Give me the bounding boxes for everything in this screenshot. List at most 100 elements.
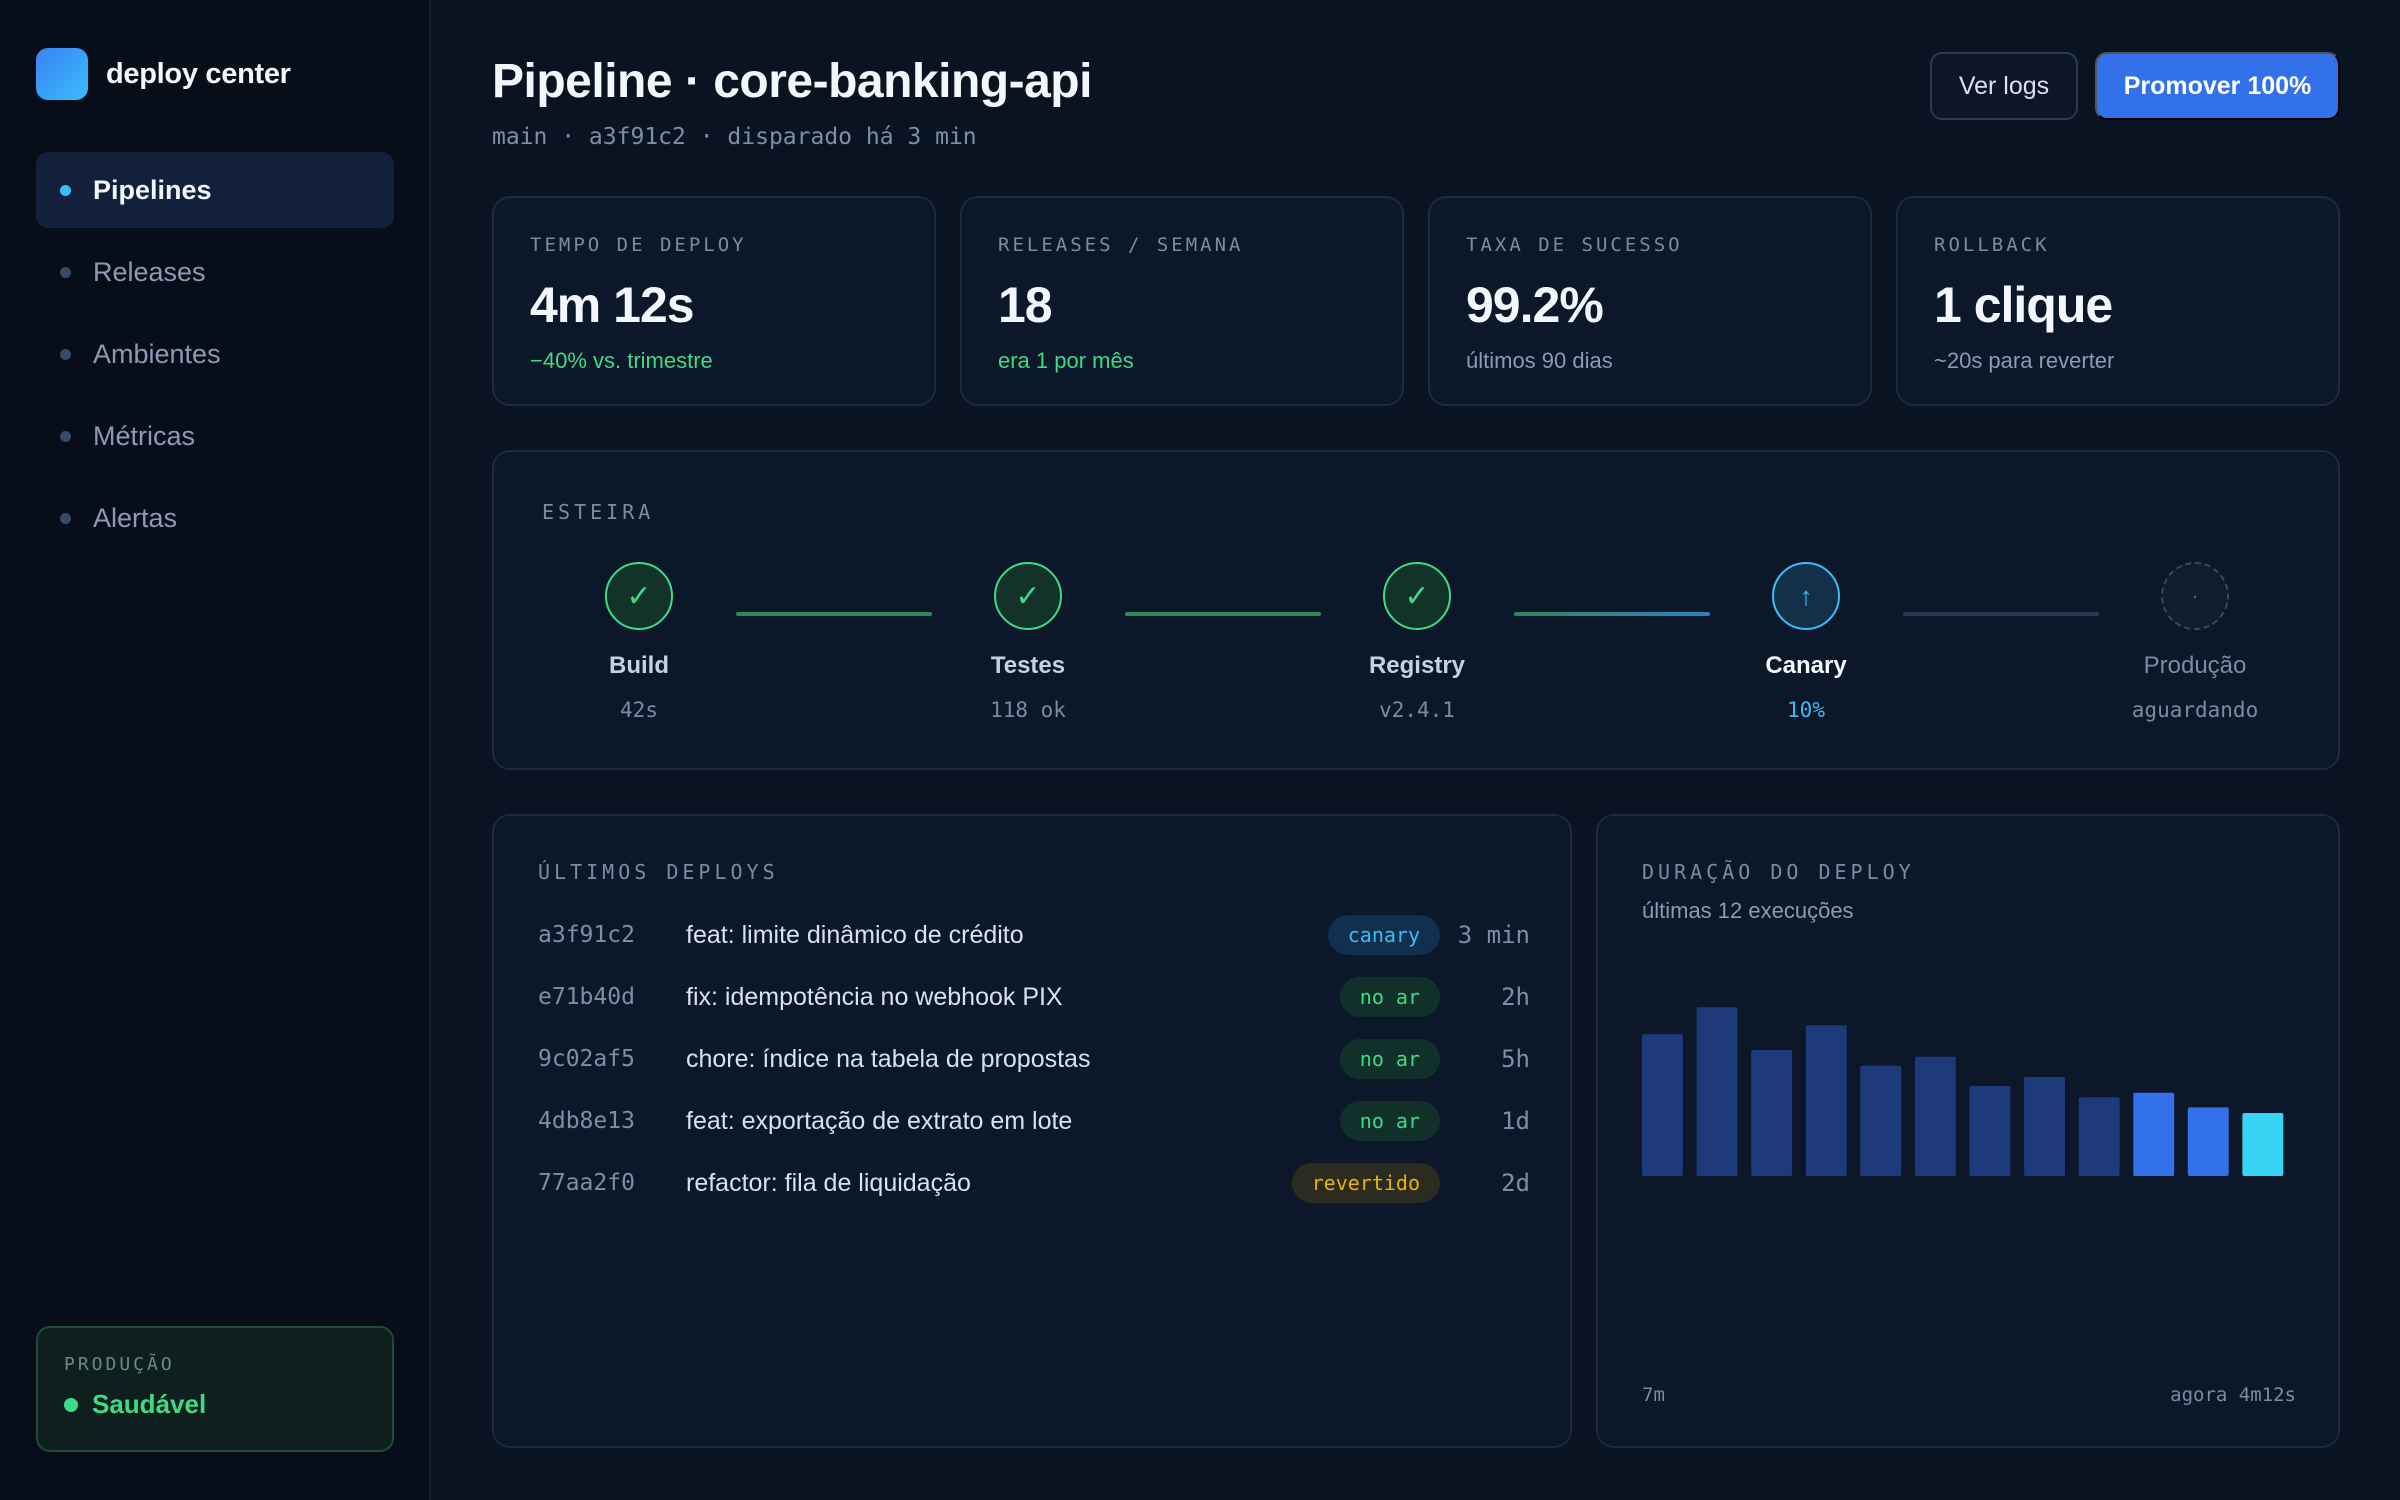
status-badge: no ar (1339, 1039, 1440, 1079)
deploy-list: a3f91c2 feat: limite dinâmico de crédito… (538, 904, 1530, 1214)
status-badge: canary (1327, 915, 1440, 955)
deploy-time: 2h (1501, 983, 1530, 1011)
kpi-card-rollback: ROLLBACK 1 clique ~20s para reverter (1896, 196, 2340, 406)
duration-bar (1914, 1056, 1956, 1176)
stage-detail: v2.4.1 (1379, 698, 1455, 722)
check-icon: ✓ (994, 562, 1062, 630)
card-label: DURAÇÃO DO DEPLOY (1642, 860, 1915, 884)
sidebar: deploy center Pipelines Releases Ambient… (0, 0, 431, 1500)
sidebar-item-label: Ambientes (93, 338, 221, 369)
x-axis-start-label: 7m (1642, 1384, 1665, 1406)
sidebar-item-releases[interactable]: Releases (36, 234, 394, 310)
duration-bar-chart (1642, 1007, 2284, 1176)
commit-hash: a3f91c2 (538, 922, 635, 948)
duration-bar (2187, 1107, 2229, 1176)
deploy-row[interactable]: 77aa2f0 refactor: fila de liquidação rev… (538, 1152, 1530, 1214)
stage-testes[interactable]: ✓ Testes 118 ok (928, 562, 1128, 722)
duration-bar (2024, 1077, 2065, 1176)
commit-hash: 9c02af5 (538, 1046, 635, 1072)
pipeline-label: ESTEIRA (542, 500, 655, 524)
stage-detail: 42s (620, 698, 658, 722)
sidebar-item-metricas[interactable]: Métricas (36, 398, 394, 474)
stage-canary[interactable]: ↑ Canary 10% (1706, 562, 1906, 722)
commit-message: feat: exportação de extrato em lote (686, 1106, 1073, 1135)
kpi-value: 4m 12s (530, 277, 695, 333)
deploy-row[interactable]: 9c02af5 chore: índice na tabela de propo… (538, 1028, 1530, 1090)
duration-bar (1805, 1025, 1847, 1176)
kpi-card-releases: RELEASES / SEMANA 18 era 1 por mês (960, 196, 1404, 406)
commit-message: chore: índice na tabela de propostas (686, 1044, 1091, 1073)
kpi-label: RELEASES / SEMANA (998, 234, 1244, 256)
stage-name: Canary (1765, 652, 1847, 679)
sidebar-item-ambientes[interactable]: Ambientes (36, 316, 394, 392)
kpi-value: 99.2% (1466, 277, 1604, 333)
kpi-note: −40% vs. trimestre (530, 348, 713, 373)
duration-bar (1642, 1034, 1683, 1176)
health-status-text: Saudável (92, 1389, 207, 1419)
duration-bar (1969, 1086, 2011, 1176)
stage-name: Testes (990, 652, 1066, 679)
brand[interactable]: deploy center (36, 48, 291, 100)
card-label: ÚLTIMOS DEPLOYS (538, 860, 779, 884)
kpi-value: 18 (998, 277, 1053, 333)
kpi-note: ~20s para reverter (1934, 348, 2115, 373)
deploy-time: 5h (1501, 1045, 1530, 1073)
commit-hash: e71b40d (538, 984, 635, 1010)
bullet-icon (60, 348, 71, 360)
check-icon: ✓ (605, 562, 673, 630)
stage-name: Build (609, 652, 669, 679)
bullet-icon (60, 430, 71, 442)
duration-bar (2133, 1092, 2175, 1176)
health-status: Saudável (64, 1389, 366, 1420)
stage-build[interactable]: ✓ Build 42s (539, 562, 739, 722)
check-icon: ✓ (1383, 562, 1451, 630)
stage-registry[interactable]: ✓ Registry v2.4.1 (1317, 562, 1517, 722)
sidebar-item-label: Métricas (93, 420, 196, 451)
kpi-card-deploy-time: TEMPO DE DEPLOY 4m 12s −40% vs. trimestr… (492, 196, 936, 406)
commit-message: feat: limite dinâmico de crédito (686, 920, 1024, 949)
deploy-time: 3 min (1457, 921, 1530, 949)
kpi-card-success-rate: TAXA DE SUCESSO 99.2% últimos 90 dias (1428, 196, 1872, 406)
stage-detail: 10% (1787, 698, 1825, 722)
promote-button[interactable]: Promover 100% (2095, 52, 2340, 120)
sidebar-item-pipelines[interactable]: Pipelines (36, 152, 394, 228)
duration-bar (2078, 1097, 2120, 1176)
sidebar-item-label: Alertas (93, 502, 178, 533)
production-health-card[interactable]: PRODUÇÃO Saudável (36, 1326, 394, 1452)
x-axis-end-label: agora 4m12s (2170, 1384, 2296, 1406)
kpi-label: TAXA DE SUCESSO (1466, 234, 1683, 256)
deploy-row[interactable]: 4db8e13 feat: exportação de extrato em l… (538, 1090, 1530, 1152)
page-title: Pipeline · core-banking-api (492, 55, 1092, 108)
bullet-icon (60, 512, 71, 524)
app-logo-icon (36, 48, 88, 100)
deploy-time: 1d (1501, 1107, 1530, 1135)
pipeline-card: ESTEIRA ✓ Build 42s ✓ Testes 118 ok ✓ Re… (492, 450, 2340, 770)
view-logs-button[interactable]: Ver logs (1930, 52, 2078, 120)
status-dot-icon (64, 1397, 78, 1412)
status-badge: no ar (1339, 1101, 1440, 1141)
app-name: deploy center (106, 57, 291, 90)
sidebar-nav: Pipelines Releases Ambientes Métricas Al… (36, 152, 394, 562)
stage-connector (1514, 612, 1710, 616)
status-badge: no ar (1339, 977, 1440, 1017)
commit-message: refactor: fila de liquidação (686, 1168, 971, 1197)
duration-bar (1860, 1065, 1902, 1176)
duration-bar (1696, 1007, 1738, 1176)
duration-bar (1751, 1050, 1793, 1176)
stage-producao[interactable]: · Produção aguardando (2095, 562, 2295, 722)
stage-detail: aguardando (2131, 698, 2259, 722)
pending-dot-icon: · (2161, 562, 2229, 630)
status-badge: revertido (1291, 1163, 1440, 1203)
sidebar-item-label: Pipelines (93, 174, 212, 205)
stage-connector (736, 612, 932, 616)
kpi-label: ROLLBACK (1934, 234, 2050, 256)
sidebar-item-alertas[interactable]: Alertas (36, 480, 394, 556)
kpi-note: era 1 por mês (998, 348, 1134, 373)
deploy-row[interactable]: e71b40d fix: idempotência no webhook PIX… (538, 966, 1530, 1028)
bullet-icon (60, 184, 71, 196)
deploy-row[interactable]: a3f91c2 feat: limite dinâmico de crédito… (538, 904, 1530, 966)
kpi-note: últimos 90 dias (1466, 348, 1613, 373)
page-subtitle: main · a3f91c2 · disparado há 3 min (492, 124, 977, 150)
duration-bar (2242, 1113, 2284, 1176)
kpi-label: TEMPO DE DEPLOY (530, 234, 747, 256)
